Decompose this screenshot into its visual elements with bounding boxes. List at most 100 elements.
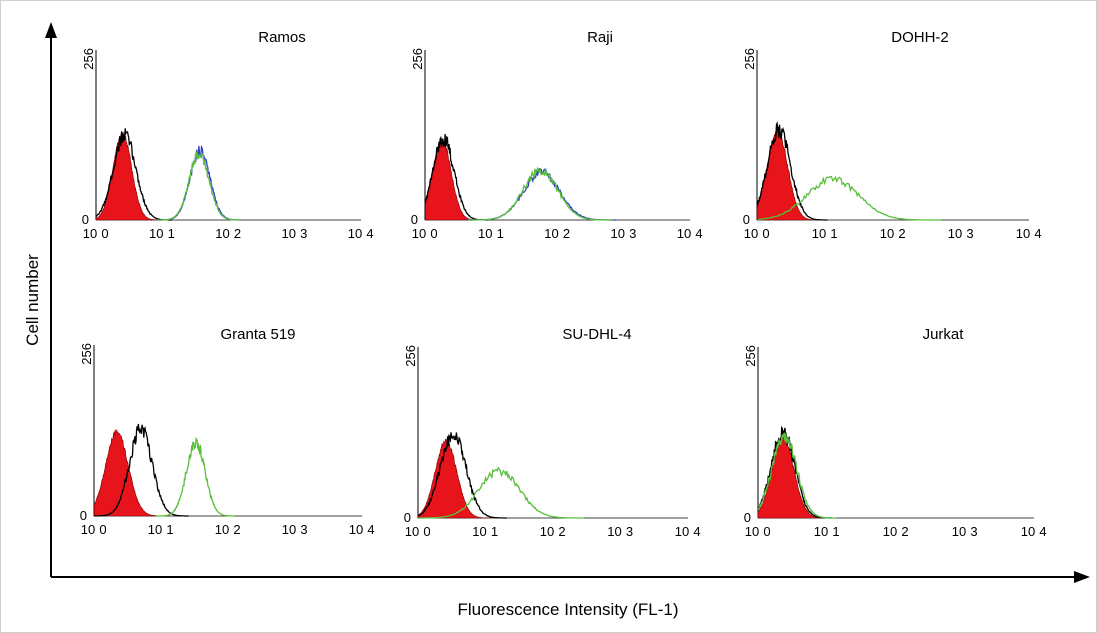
x-tick-label: 10	[282, 522, 296, 537]
x-axis-arrowhead	[1074, 571, 1090, 583]
series-red-fill	[93, 429, 165, 517]
y-tick-label: 0	[743, 212, 750, 227]
x-tick-label: 10	[952, 524, 966, 539]
x-tick-label: 10	[215, 226, 229, 241]
x-tick-label: 10	[149, 226, 163, 241]
x-tick-exponent: 4	[1034, 226, 1041, 241]
x-tick-label: 10	[540, 524, 554, 539]
y-tick-label: 0	[411, 212, 418, 227]
x-tick-exponent: 2	[898, 226, 905, 241]
y-tick-label: 256	[81, 48, 96, 70]
x-tick-label: 10	[812, 226, 826, 241]
x-tick-label: 10	[1016, 226, 1030, 241]
x-tick-exponent: 3	[629, 226, 636, 241]
panel-title: Ramos	[258, 29, 306, 46]
series-green-line	[757, 431, 837, 519]
x-tick-exponent: 3	[300, 226, 307, 241]
x-tick-exponent: 2	[234, 226, 241, 241]
x-tick-exponent: 1	[832, 524, 839, 539]
panel-title: Jurkat	[923, 326, 965, 343]
x-tick-label: 10	[948, 226, 962, 241]
x-tick-exponent: 2	[563, 226, 570, 241]
y-axis-arrowhead	[45, 22, 57, 38]
series-green-line	[758, 175, 942, 221]
x-tick-label: 10	[472, 524, 486, 539]
series-black-line	[756, 121, 828, 221]
x-tick-exponent: 2	[901, 524, 908, 539]
y-tick-label: 256	[79, 343, 94, 365]
x-tick-exponent: 0	[99, 522, 106, 537]
series-green-line	[156, 436, 236, 517]
x-tick-label: 10	[744, 226, 758, 241]
x-tick-exponent: 4	[367, 522, 374, 537]
panel-title: Raji	[587, 29, 613, 46]
x-tick-label: 10	[544, 226, 558, 241]
x-axis-title: Fluorescence Intensity (FL-1)	[457, 600, 678, 619]
x-tick-exponent: 0	[763, 524, 770, 539]
panel-title: SU-DHL-4	[562, 326, 631, 343]
y-tick-label: 256	[410, 48, 425, 70]
x-tick-label: 10	[412, 226, 426, 241]
x-tick-exponent: 3	[626, 524, 633, 539]
x-tick-exponent: 3	[300, 522, 307, 537]
x-tick-label: 10	[607, 524, 621, 539]
series-green-line	[468, 166, 613, 221]
x-tick-exponent: 4	[366, 226, 373, 241]
x-tick-exponent: 1	[166, 522, 173, 537]
y-tick-label: 256	[743, 345, 758, 367]
x-tick-exponent: 0	[430, 226, 437, 241]
series-black-line	[94, 423, 189, 517]
x-tick-exponent: 0	[101, 226, 108, 241]
x-tick-label: 10	[675, 524, 689, 539]
x-tick-exponent: 1	[491, 524, 498, 539]
global-axes: Cell number Fluorescence Intensity (FL-1…	[23, 22, 1090, 619]
x-tick-label: 10	[1021, 524, 1035, 539]
x-tick-label: 10	[215, 522, 229, 537]
series-green-line	[157, 151, 241, 221]
x-tick-exponent: 4	[693, 524, 700, 539]
x-tick-exponent: 1	[497, 226, 504, 241]
panel-title: DOHH-2	[891, 29, 949, 46]
x-tick-label: 10	[814, 524, 828, 539]
series-black-line	[95, 128, 172, 221]
x-tick-label: 10	[677, 226, 691, 241]
x-tick-exponent: 0	[423, 524, 430, 539]
x-tick-label: 10	[880, 226, 894, 241]
panel-title: Granta 519	[220, 326, 295, 343]
y-tick-label: 0	[80, 508, 87, 523]
y-tick-label: 0	[82, 212, 89, 227]
x-tick-label: 10	[611, 226, 625, 241]
y-axis-title: Cell number	[23, 254, 42, 346]
x-tick-label: 10	[745, 524, 759, 539]
x-tick-exponent: 0	[762, 226, 769, 241]
x-tick-label: 10	[81, 522, 95, 537]
x-tick-exponent: 2	[558, 524, 565, 539]
x-tick-label: 10	[405, 524, 419, 539]
x-tick-exponent: 1	[168, 226, 175, 241]
y-tick-label: 256	[403, 345, 418, 367]
series-red-fill	[417, 438, 492, 519]
x-tick-label: 10	[883, 524, 897, 539]
y-tick-label: 256	[742, 48, 757, 70]
x-tick-exponent: 4	[695, 226, 702, 241]
x-tick-exponent: 3	[966, 226, 973, 241]
y-tick-label: 0	[404, 510, 411, 525]
x-tick-exponent: 4	[1039, 524, 1046, 539]
x-tick-label: 10	[478, 226, 492, 241]
x-tick-label: 10	[83, 226, 97, 241]
series-black-line	[418, 432, 507, 519]
x-tick-label: 10	[148, 522, 162, 537]
x-tick-label: 10	[282, 226, 296, 241]
x-tick-label: 10	[348, 226, 362, 241]
y-tick-label: 0	[744, 510, 751, 525]
series-green-line	[418, 466, 585, 519]
x-tick-label: 10	[349, 522, 363, 537]
x-tick-exponent: 1	[830, 226, 837, 241]
